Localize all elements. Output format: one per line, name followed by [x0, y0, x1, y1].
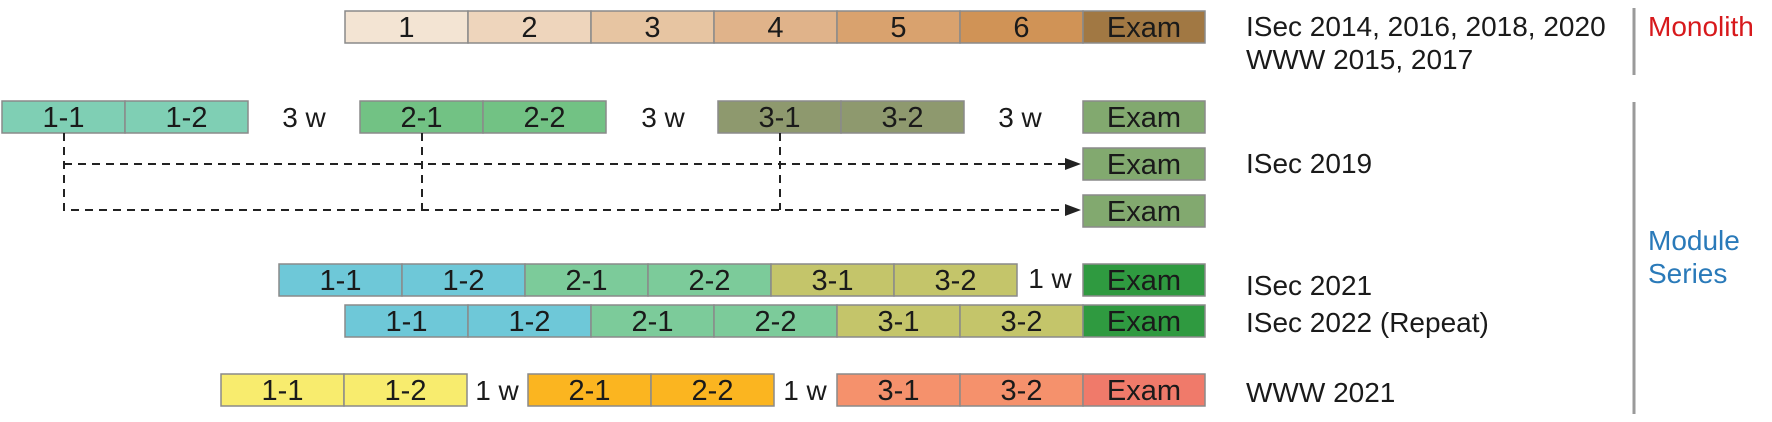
block-exam: Exam [1082, 10, 1206, 44]
module-series-group-label-line1: Module [1648, 225, 1740, 256]
svg-text:2-1: 2-1 [566, 265, 608, 297]
block-1-2: 1-2 [124, 100, 249, 134]
svg-text:2: 2 [521, 12, 537, 44]
dashed-connectors [63, 133, 1066, 211]
svg-text:1-1: 1-1 [262, 375, 304, 407]
block-1: 1 [344, 10, 469, 44]
svg-text:1-2: 1-2 [509, 306, 551, 338]
block-1-2: 1-2 [401, 263, 526, 297]
svg-text:1-1: 1-1 [43, 102, 85, 134]
block-2-1: 2-1 [524, 263, 649, 297]
row-label-isec-2022: ISec 2022 (Repeat) [1246, 307, 1489, 338]
row-label-www-2021: WWW 2021 [1246, 377, 1395, 408]
svg-text:3: 3 [644, 12, 660, 44]
row-label-isec-2019: ISec 2019 [1246, 148, 1372, 179]
block-3: 3 [590, 10, 715, 44]
block-exam: Exam [1082, 147, 1206, 181]
gap-1-week: 1 w [783, 375, 827, 406]
gap-3-weeks: 3 w [998, 102, 1042, 133]
svg-text:1: 1 [398, 12, 414, 44]
block-3-1: 3-1 [836, 373, 961, 407]
svg-text:1-1: 1-1 [320, 265, 362, 297]
svg-text:Exam: Exam [1107, 375, 1181, 407]
svg-text:2-1: 2-1 [632, 306, 674, 338]
block-1-2: 1-2 [343, 373, 468, 407]
svg-text:Exam: Exam [1107, 265, 1181, 297]
svg-text:Exam: Exam [1107, 12, 1181, 44]
svg-text:2-1: 2-1 [401, 102, 443, 134]
svg-text:1-2: 1-2 [385, 375, 427, 407]
block-5: 5 [836, 10, 961, 44]
gap-3-weeks: 3 w [641, 102, 685, 133]
block-exam: Exam [1082, 263, 1206, 297]
svg-text:3-2: 3-2 [1001, 306, 1043, 338]
block-exam: Exam [1082, 373, 1206, 407]
block-exam: Exam [1082, 194, 1206, 228]
svg-text:3-1: 3-1 [878, 306, 920, 338]
svg-text:2-2: 2-2 [689, 265, 731, 297]
module-series-group-label-line2: Series [1648, 258, 1727, 289]
svg-text:5: 5 [890, 12, 906, 44]
block-2-1: 2-1 [527, 373, 652, 407]
svg-text:2-2: 2-2 [755, 306, 797, 338]
svg-text:3-1: 3-1 [878, 375, 920, 407]
svg-text:Exam: Exam [1107, 306, 1181, 338]
row-label-monolith-1: ISec 2014, 2016, 2018, 2020 [1246, 11, 1606, 42]
block-3-1: 3-1 [836, 304, 961, 338]
block-3-2: 3-2 [959, 373, 1084, 407]
row-isec-2022: 1-1 1-2 2-1 2-2 3-1 3-2 Exam ISec 2022 (… [344, 304, 1489, 338]
row-monolith: 1 2 3 4 5 6 Exam ISec 2014, 2016, 2018, … [344, 10, 1606, 75]
row-www-2021: 1-1 1-2 1 w 2-1 2-2 1 w 3-1 3-2 Exam WWW… [220, 373, 1395, 408]
svg-text:Exam: Exam [1107, 196, 1181, 228]
block-exam: Exam [1082, 100, 1206, 134]
row-isec-2019: 1-1 1-2 3 w 2-1 2-2 3 w 3-1 3-2 3 w Exam… [1, 100, 1372, 228]
dashed-line [63, 133, 1066, 211]
arrowhead-icon [1065, 158, 1081, 170]
monolith-group-label: Monolith [1648, 11, 1754, 42]
svg-text:2-2: 2-2 [692, 375, 734, 407]
gap-3-weeks: 3 w [282, 102, 326, 133]
svg-text:2-2: 2-2 [524, 102, 566, 134]
block-6: 6 [959, 10, 1084, 44]
block-3-2: 3-2 [959, 304, 1084, 338]
block-1-1: 1-1 [1, 100, 126, 134]
arrowhead-icon [1065, 204, 1081, 216]
block-3-2: 3-2 [840, 100, 965, 134]
svg-text:3-2: 3-2 [1001, 375, 1043, 407]
svg-text:3-1: 3-1 [759, 102, 801, 134]
svg-text:1-1: 1-1 [386, 306, 428, 338]
block-1-1: 1-1 [220, 373, 345, 407]
block-4: 4 [713, 10, 838, 44]
block-2-2: 2-2 [713, 304, 838, 338]
block-3-1: 3-1 [770, 263, 895, 297]
svg-text:3-2: 3-2 [882, 102, 924, 134]
svg-text:Exam: Exam [1107, 149, 1181, 181]
block-2-1: 2-1 [359, 100, 484, 134]
svg-text:1-2: 1-2 [166, 102, 208, 134]
svg-text:Exam: Exam [1107, 102, 1181, 134]
svg-text:1-2: 1-2 [443, 265, 485, 297]
svg-text:2-1: 2-1 [569, 375, 611, 407]
block-3-2: 3-2 [893, 263, 1018, 297]
svg-text:6: 6 [1013, 12, 1029, 44]
svg-text:3-2: 3-2 [935, 265, 977, 297]
block-exam: Exam [1082, 304, 1206, 338]
gap-1-week: 1 w [1028, 263, 1072, 294]
svg-text:4: 4 [767, 12, 783, 44]
row-label-monolith-2: WWW 2015, 2017 [1246, 44, 1473, 75]
block-2-2: 2-2 [647, 263, 772, 297]
block-2-1: 2-1 [590, 304, 715, 338]
block-3-1: 3-1 [717, 100, 842, 134]
block-1-2: 1-2 [467, 304, 592, 338]
block-1-1: 1-1 [344, 304, 469, 338]
block-2: 2 [467, 10, 592, 44]
block-1-1: 1-1 [278, 263, 403, 297]
block-2-2: 2-2 [650, 373, 775, 407]
gap-1-week: 1 w [475, 375, 519, 406]
svg-text:3-1: 3-1 [812, 265, 854, 297]
block-2-2: 2-2 [482, 100, 607, 134]
row-label-isec-2021: ISec 2021 [1246, 270, 1372, 301]
row-isec-2021: 1-1 1-2 2-1 2-2 3-1 3-2 1 w Exam ISec 20… [278, 263, 1372, 301]
